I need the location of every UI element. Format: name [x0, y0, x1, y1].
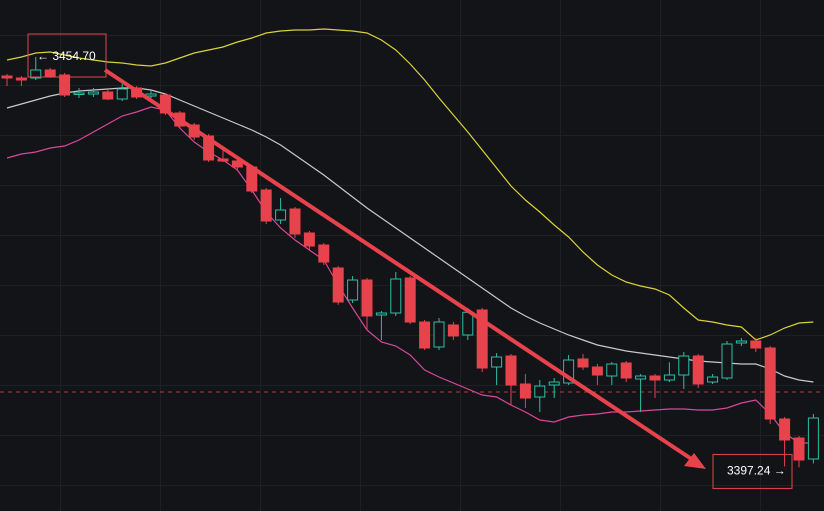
- candle-body: [203, 135, 215, 161]
- candle-body: [1, 75, 13, 79]
- candle-body: [275, 209, 287, 221]
- candle-body: [491, 356, 503, 368]
- candle-body: [447, 324, 459, 337]
- trend-arrow-shaft: [103, 68, 695, 462]
- candle-body: [102, 91, 114, 100]
- annotations: ← 3454.70 3397.24 →: [27, 33, 793, 489]
- candle-body: [577, 358, 589, 368]
- candle-body: [15, 77, 27, 81]
- band-line: [6, 28, 814, 341]
- band-line: [6, 87, 814, 383]
- candle-body: [764, 347, 776, 420]
- candle-body: [260, 189, 272, 222]
- trend-arrow-head: [684, 453, 706, 469]
- candle-body: [30, 69, 42, 79]
- candle-body: [534, 385, 546, 398]
- band-line: [6, 106, 814, 444]
- candle-body: [433, 321, 445, 348]
- annotation-label: 3397.24 →: [727, 464, 786, 478]
- candle-body: [548, 381, 560, 386]
- candle-body: [779, 418, 791, 441]
- candle-body: [793, 437, 805, 461]
- candle-body: [563, 359, 575, 384]
- candle-body: [289, 208, 301, 235]
- candle-body: [59, 74, 71, 96]
- candle-body: [318, 244, 330, 263]
- candle-body: [375, 312, 387, 316]
- candle-body: [635, 375, 647, 380]
- candle-body: [303, 232, 315, 247]
- candle-body: [332, 267, 344, 303]
- candle-body: [361, 279, 373, 317]
- candle-body: [519, 383, 531, 399]
- candle-body: [678, 355, 690, 376]
- candle-body: [807, 417, 819, 460]
- candle-body: [87, 91, 99, 95]
- candle-body: [73, 92, 85, 95]
- annotation-box: [27, 33, 107, 78]
- candle-body: [735, 340, 747, 344]
- candle-body: [44, 69, 56, 77]
- candles: [1, 57, 819, 468]
- annotation-label: ← 3454.70: [37, 49, 96, 63]
- candle-body: [404, 277, 416, 323]
- candle-body: [707, 376, 719, 383]
- candle-body: [505, 355, 517, 386]
- candle-body: [663, 374, 675, 381]
- annotation-box: [712, 453, 793, 489]
- candle-body: [462, 311, 474, 336]
- candle-body: [390, 278, 402, 314]
- candle-body: [217, 158, 229, 162]
- candle-body: [347, 279, 359, 301]
- candle-body: [145, 93, 157, 97]
- candle-body: [692, 355, 704, 385]
- candle-body: [159, 94, 171, 114]
- candle-body: [620, 362, 632, 379]
- candle-body: [721, 343, 733, 379]
- candle-body: [606, 363, 618, 377]
- candle-body: [116, 88, 128, 100]
- candle-body: [476, 309, 488, 369]
- candle-body: [231, 160, 243, 168]
- candle-body: [419, 321, 431, 349]
- candle-body: [591, 366, 603, 376]
- candle-body: [649, 375, 661, 381]
- candle-body: [750, 340, 762, 349]
